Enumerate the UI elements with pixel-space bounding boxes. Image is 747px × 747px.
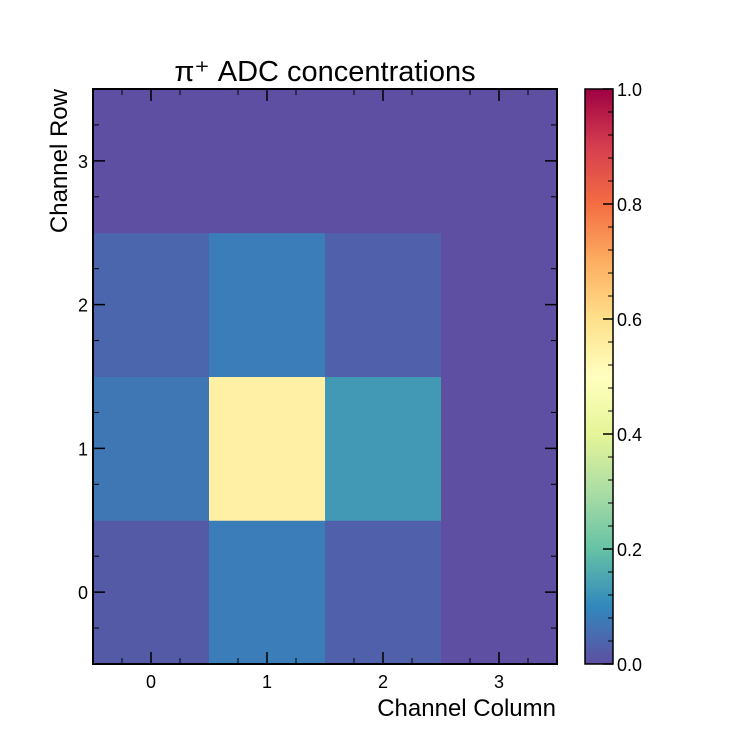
heatmap-cell (325, 89, 442, 234)
x-tick-label: 0 (146, 672, 156, 692)
colorbar (584, 88, 614, 665)
x-tick-label: 2 (378, 672, 388, 692)
heatmap-cell (325, 376, 442, 521)
x-axis-ticks: 0 1 2 3 (121, 89, 529, 692)
y-axis-ticks: 0 1 2 3 (78, 124, 557, 629)
heatmap-cell (441, 376, 558, 521)
y-axis-label: Channel Row (46, 88, 73, 233)
plot-frame (92, 88, 558, 665)
colorbar-tick-label: 1.0 (617, 80, 642, 100)
heatmap-cell (441, 520, 558, 665)
y-tick-label: 3 (78, 152, 88, 172)
chart-title: π⁺ ADC concentrations (174, 56, 475, 88)
y-tick-label: 2 (78, 296, 88, 316)
colorbar-tick-label: 0.0 (617, 655, 642, 675)
heatmap-cell (441, 232, 558, 377)
heatmap-cell (209, 232, 326, 377)
colorbar-ticks: 0.0 0.2 0.4 0.6 0.8 1.0 (603, 80, 642, 675)
x-axis-label: Channel Column (377, 695, 556, 722)
heatmap-cell (209, 89, 326, 234)
colorbar-tick-label: 0.2 (617, 540, 642, 560)
heatmap-cells (93, 89, 558, 665)
heatmap-cell (209, 520, 326, 665)
heatmap-cell (209, 376, 326, 521)
colorbar-tick-label: 0.6 (617, 310, 642, 330)
x-tick-label: 1 (262, 672, 272, 692)
y-tick-label: 1 (78, 439, 88, 459)
heatmap-cell (93, 89, 210, 234)
y-tick-label: 0 (78, 583, 88, 603)
heatmap-cell (93, 232, 210, 377)
heatmap-cell (93, 520, 210, 665)
heatmap-cell (325, 232, 442, 377)
x-tick-label: 3 (494, 672, 504, 692)
heatmap-cell (93, 376, 210, 521)
colorbar-tick-label: 0.8 (617, 195, 642, 215)
heatmap-cell (325, 520, 442, 665)
heatmap-cell (441, 89, 558, 234)
colorbar-tick-label: 0.4 (617, 425, 642, 445)
